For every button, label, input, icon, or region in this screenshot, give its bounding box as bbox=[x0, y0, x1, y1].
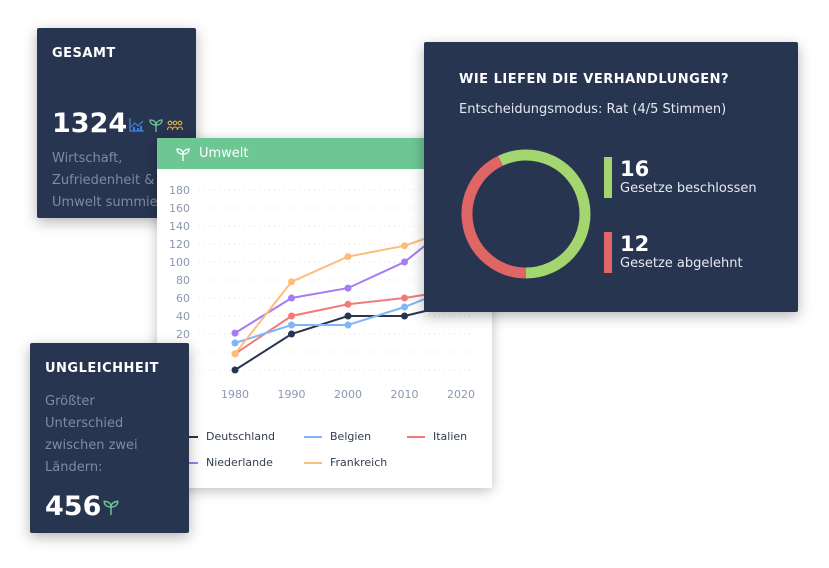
y-tick-label: 140 bbox=[169, 220, 190, 233]
donut-chart bbox=[461, 149, 591, 279]
chart-icon bbox=[129, 118, 144, 132]
ungleichheit-value: 456 bbox=[45, 491, 102, 522]
donut-slice-passed bbox=[498, 149, 591, 279]
y-tick-label: 60 bbox=[176, 292, 190, 305]
gesamt-card: GESAMT 1324 Wirtschaft, Zufriedenheit & … bbox=[37, 28, 196, 218]
rejected-label: Gesetze abgelehnt bbox=[620, 256, 743, 271]
verhandlungen-title: WIE LIEFEN DIE VERHANDLUNGEN? bbox=[459, 72, 730, 87]
y-tick-label: 160 bbox=[169, 202, 190, 215]
data-point bbox=[344, 253, 352, 261]
data-point bbox=[288, 312, 295, 320]
umwelt-chart-card: Umwelt 20 40 60 80 100 120 140 160 180 1980 1990 20… bbox=[157, 138, 492, 488]
data-point bbox=[401, 242, 408, 250]
legend-swatch-italien bbox=[407, 435, 425, 438]
gesamt-title: GESAMT bbox=[52, 46, 116, 61]
x-tick-label: 2020 bbox=[447, 388, 475, 401]
data-point bbox=[344, 300, 352, 308]
data-point bbox=[288, 294, 295, 302]
sprout-icon bbox=[103, 500, 119, 515]
chart-title: Umwelt bbox=[199, 146, 249, 161]
donut-slice-rejected bbox=[461, 155, 527, 279]
desc-line: Wirtschaft, bbox=[52, 151, 123, 166]
passed-value: 16 bbox=[620, 157, 650, 181]
ungleichheit-card: UNGLEICHHEIT Größter Unterschied zwische… bbox=[30, 343, 189, 533]
legend-swatch-deutschland bbox=[180, 435, 198, 438]
x-tick-label: 1990 bbox=[278, 388, 306, 401]
legend-frankreich[interactable]: Frankreich bbox=[330, 456, 388, 469]
y-tick-label: 180 bbox=[169, 184, 190, 197]
data-point bbox=[231, 366, 239, 374]
legend-belgien[interactable]: Belgien bbox=[330, 430, 372, 443]
legend-swatch-niederlande bbox=[180, 461, 198, 464]
y-tick-label: 40 bbox=[176, 310, 190, 323]
data-point bbox=[288, 278, 295, 286]
data-point bbox=[231, 339, 239, 347]
legend-niederlande[interactable]: Niederlande bbox=[206, 456, 273, 469]
passed-bar bbox=[604, 157, 612, 198]
data-point bbox=[288, 321, 295, 329]
ungleichheit-description: Größter Unterschied zwischen zwei Länder… bbox=[45, 391, 138, 479]
stat-passed: 16 Gesetze beschlossen bbox=[604, 157, 757, 198]
ungleichheit-title: UNGLEICHHEIT bbox=[45, 361, 159, 376]
desc-line: Größter bbox=[45, 394, 95, 409]
rejected-bar bbox=[604, 232, 612, 273]
sprout-icon bbox=[176, 147, 190, 161]
desc-line: Umwelt summie bbox=[52, 195, 158, 210]
data-point bbox=[401, 303, 408, 311]
sprout-icon bbox=[149, 119, 163, 132]
people-icon bbox=[167, 120, 183, 131]
legend-swatch-belgien bbox=[304, 435, 322, 438]
legend-swatch-frankreich bbox=[304, 461, 322, 464]
y-tick-label: 80 bbox=[176, 274, 190, 287]
desc-line: Ländern: bbox=[45, 460, 103, 475]
data-point bbox=[401, 294, 408, 302]
x-tick-label: 2000 bbox=[334, 388, 362, 401]
data-point bbox=[401, 258, 408, 266]
y-tick-label: 20 bbox=[176, 328, 190, 341]
legend-deutschland[interactable]: Deutschland bbox=[206, 430, 276, 443]
data-point bbox=[401, 312, 408, 320]
y-tick-label: 100 bbox=[169, 256, 190, 269]
data-point bbox=[344, 284, 352, 292]
data-point bbox=[231, 350, 239, 358]
desc-line: Unterschied bbox=[45, 416, 124, 431]
verhandlungen-subtitle: Entscheidungsmodus: Rat (4/5 Stimmen) bbox=[459, 102, 727, 117]
data-point bbox=[231, 329, 239, 337]
line-chart: 20 40 60 80 100 120 140 160 180 1980 1990 2000 2010 2… bbox=[169, 184, 479, 401]
legend-italien[interactable]: Italien bbox=[433, 430, 468, 443]
stat-rejected: 12 Gesetze abgelehnt bbox=[604, 232, 743, 273]
verhandlungen-card: WIE LIEFEN DIE VERHANDLUNGEN? Entscheidu… bbox=[424, 42, 798, 312]
passed-label: Gesetze beschlossen bbox=[620, 181, 757, 196]
data-point bbox=[344, 321, 352, 329]
gesamt-description: Wirtschaft, Zufriedenheit & Umwelt summi… bbox=[52, 148, 158, 214]
desc-line: zwischen zwei bbox=[45, 438, 138, 453]
desc-line: Zufriedenheit & bbox=[52, 173, 155, 188]
x-tick-label: 1980 bbox=[221, 388, 249, 401]
gesamt-value: 1324 bbox=[52, 108, 128, 139]
data-point bbox=[288, 330, 295, 338]
data-point bbox=[344, 312, 352, 320]
y-tick-label: 120 bbox=[169, 238, 190, 251]
rejected-value: 12 bbox=[620, 232, 650, 256]
x-tick-label: 2010 bbox=[391, 388, 419, 401]
